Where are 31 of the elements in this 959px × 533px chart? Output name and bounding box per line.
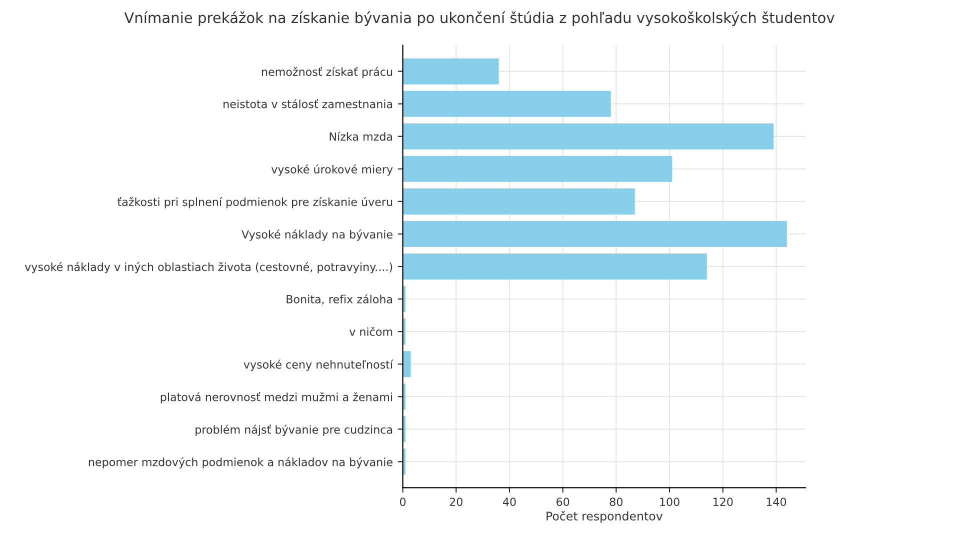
x-tick-label: 120 [713,498,733,506]
bar [402,351,411,378]
bar [402,188,635,214]
bar [402,123,774,150]
y-tick-label: Bonita, refix záloha [286,294,392,305]
y-tick-label: Vysoké náklady na bývanie [242,230,392,241]
y-tick-label: vysoké ceny nehnuteľností [244,360,394,371]
x-tick-label: 20 [450,498,462,506]
x-tick-label: 100 [660,498,680,506]
y-tick-label: vysoké úrokové miery [271,164,393,176]
y-tick-label: ťažkosti pri splnení podmienok pre získanie úveru [118,196,392,208]
x-axis-title: Počet respondentov [546,510,662,523]
y-tick-label: neistota v stálosť zamestnania [224,99,392,108]
x-tick-label: 140 [766,498,786,506]
x-tick-label: 40 [502,498,516,506]
x-tick-label: 0 [400,498,406,506]
y-tick-label: nemožnosť získať prácu [262,66,392,78]
bar [402,220,787,247]
bar [402,253,707,280]
bar [402,58,499,84]
y-tick-label: platová nerovnosť medzi mužmi a ženami [160,392,392,404]
y-tick-label: vysoké náklady v iných oblastiach života (cestovné, potravyiny....) [24,262,392,274]
bar [402,90,611,117]
bar [402,156,672,182]
x-tick-label: 60 [556,498,570,506]
y-tick-label: v ničom [349,326,392,336]
chart-title: Vnímanie prekážok na získanie bývania po ukončení štúdia z pohľadu vysokoškolských študentov [124,11,834,26]
x-tick-label: 80 [610,498,623,506]
y-tick-label: nepomer mzdových podmienok a nákladov na bývanie [88,457,392,468]
y-tick-label: Nízka mzda [330,132,392,141]
y-tick-label: problém nájsť bývanie pre cudzinca [196,424,392,436]
